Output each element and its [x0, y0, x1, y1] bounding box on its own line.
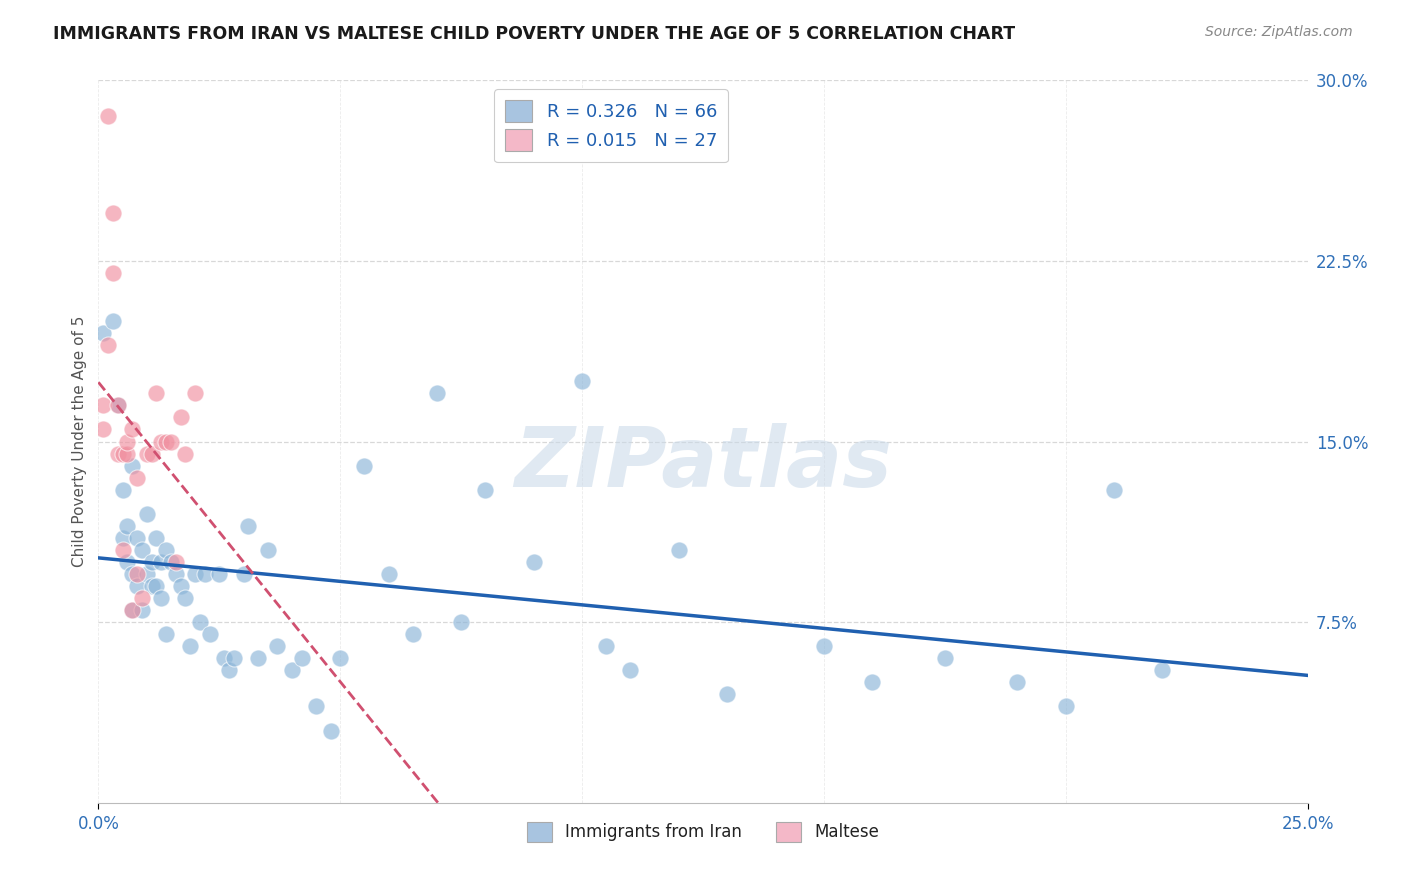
Point: [194, 567, 217, 582]
Point: [174, 446, 197, 460]
Point: [165, 567, 187, 582]
Point: [247, 651, 270, 665]
Point: [127, 567, 149, 582]
Point: [121, 422, 143, 436]
Point: [716, 687, 738, 701]
Point: [860, 675, 883, 690]
Point: [127, 531, 149, 545]
Point: [266, 639, 288, 653]
Point: [290, 651, 312, 665]
Point: [450, 615, 472, 630]
Point: [232, 567, 254, 582]
Point: [174, 591, 197, 605]
Point: [169, 579, 191, 593]
Text: Source: ZipAtlas.com: Source: ZipAtlas.com: [1205, 25, 1353, 39]
Point: [1152, 664, 1174, 678]
Point: [135, 446, 157, 460]
Point: [131, 591, 153, 605]
Point: [111, 446, 134, 460]
Point: [813, 639, 835, 653]
Point: [97, 109, 120, 123]
Point: [101, 314, 124, 328]
Point: [198, 627, 221, 641]
Point: [155, 434, 177, 449]
Point: [135, 567, 157, 582]
Point: [256, 542, 278, 557]
Point: [127, 579, 149, 593]
Point: [155, 542, 177, 557]
Point: [184, 386, 207, 401]
Point: [121, 603, 143, 617]
Point: [145, 579, 167, 593]
Point: [117, 555, 139, 569]
Point: [160, 555, 183, 569]
Point: [595, 639, 617, 653]
Point: [111, 542, 134, 557]
Point: [1054, 699, 1077, 714]
Point: [91, 326, 114, 340]
Point: [319, 723, 342, 738]
Point: [107, 398, 129, 412]
Point: [160, 434, 183, 449]
Point: [353, 458, 375, 473]
Point: [135, 507, 157, 521]
Point: [179, 639, 201, 653]
Point: [212, 651, 235, 665]
Point: [165, 555, 187, 569]
Point: [426, 386, 449, 401]
Point: [117, 446, 139, 460]
Point: [145, 386, 167, 401]
Point: [668, 542, 690, 557]
Point: [1102, 483, 1125, 497]
Point: [329, 651, 352, 665]
Point: [121, 603, 143, 617]
Point: [145, 531, 167, 545]
Legend: Immigrants from Iran, Maltese: Immigrants from Iran, Maltese: [520, 815, 886, 848]
Point: [150, 591, 173, 605]
Point: [111, 483, 134, 497]
Point: [111, 531, 134, 545]
Point: [117, 518, 139, 533]
Point: [131, 603, 153, 617]
Point: [121, 458, 143, 473]
Point: [208, 567, 231, 582]
Text: ZIPatlas: ZIPatlas: [515, 423, 891, 504]
Point: [377, 567, 399, 582]
Point: [184, 567, 207, 582]
Point: [91, 422, 114, 436]
Point: [150, 555, 173, 569]
Point: [523, 555, 546, 569]
Point: [127, 470, 149, 484]
Text: IMMIGRANTS FROM IRAN VS MALTESE CHILD POVERTY UNDER THE AGE OF 5 CORRELATION CHA: IMMIGRANTS FROM IRAN VS MALTESE CHILD PO…: [53, 25, 1015, 43]
Y-axis label: Child Poverty Under the Age of 5: Child Poverty Under the Age of 5: [72, 316, 87, 567]
Point: [619, 664, 641, 678]
Point: [238, 518, 260, 533]
Point: [131, 542, 153, 557]
Point: [188, 615, 211, 630]
Point: [155, 627, 177, 641]
Point: [101, 266, 124, 280]
Point: [402, 627, 425, 641]
Point: [91, 398, 114, 412]
Point: [169, 410, 191, 425]
Point: [97, 338, 120, 352]
Point: [281, 664, 304, 678]
Point: [934, 651, 956, 665]
Point: [141, 555, 163, 569]
Point: [1007, 675, 1029, 690]
Point: [121, 567, 143, 582]
Point: [305, 699, 328, 714]
Point: [141, 446, 163, 460]
Point: [101, 205, 124, 219]
Point: [474, 483, 496, 497]
Point: [141, 579, 163, 593]
Point: [222, 651, 245, 665]
Point: [107, 398, 129, 412]
Point: [571, 374, 593, 388]
Point: [218, 664, 240, 678]
Point: [107, 446, 129, 460]
Point: [150, 434, 173, 449]
Point: [117, 434, 139, 449]
